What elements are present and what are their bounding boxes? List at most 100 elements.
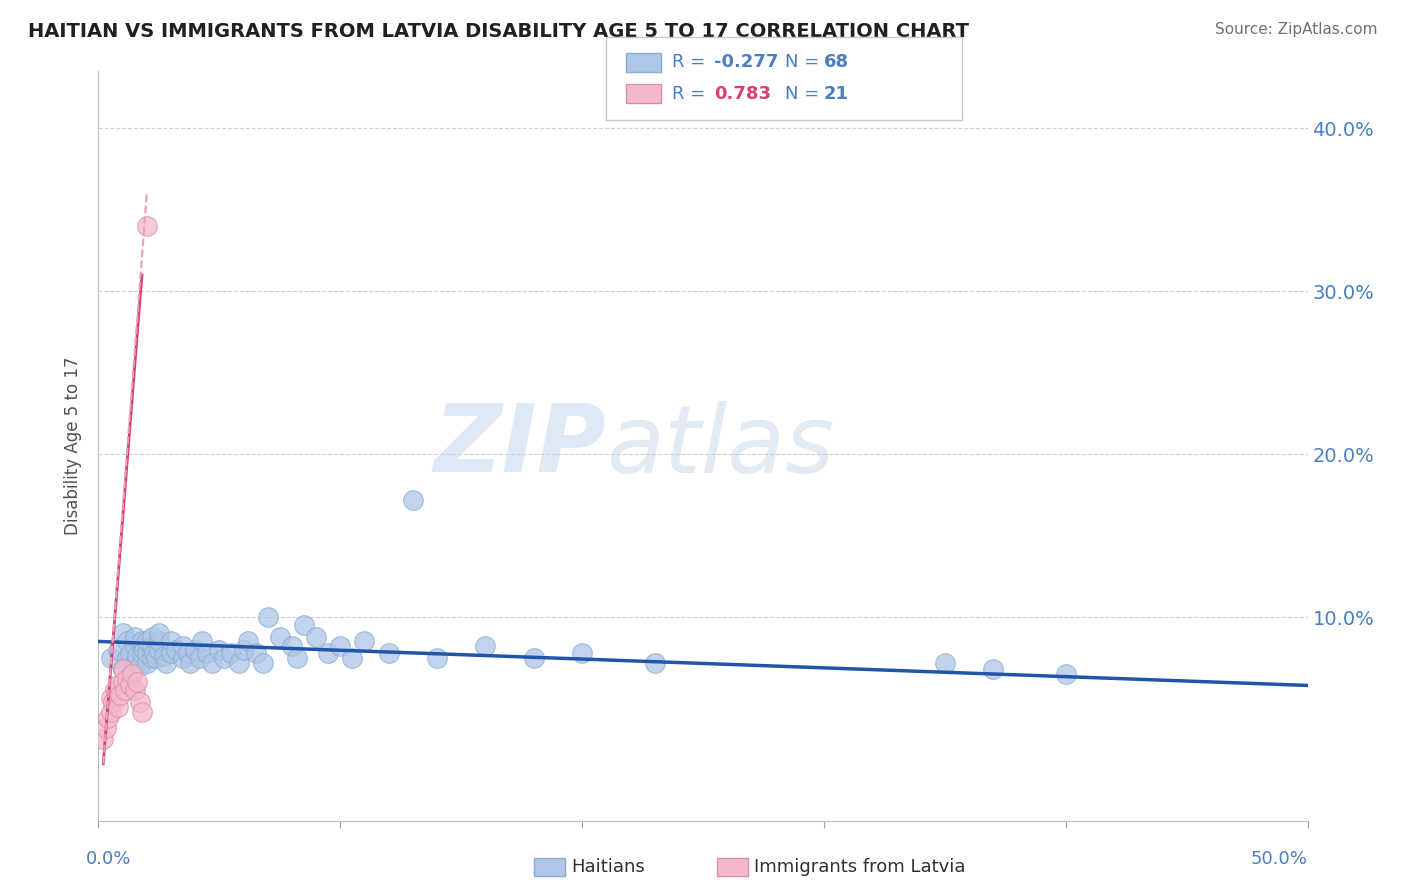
Point	[252, 656, 274, 670]
Point	[571, 646, 593, 660]
Point	[152, 649, 174, 664]
Point	[101, 695, 124, 709]
Point	[135, 634, 157, 648]
Point	[145, 650, 167, 665]
Point	[523, 650, 546, 665]
Point	[195, 646, 218, 660]
Point	[118, 678, 141, 692]
Point	[107, 699, 129, 714]
Point	[100, 705, 122, 719]
Point	[402, 492, 425, 507]
Point	[128, 695, 150, 709]
Point	[342, 650, 364, 665]
Point	[179, 656, 201, 670]
Point	[104, 683, 127, 698]
Point	[316, 646, 339, 660]
Point	[97, 711, 120, 725]
Point	[91, 732, 114, 747]
Point	[934, 656, 956, 670]
Point	[111, 626, 134, 640]
Point	[135, 219, 157, 233]
Point	[426, 650, 449, 665]
Point	[100, 691, 122, 706]
Point	[134, 642, 156, 657]
Point	[107, 678, 129, 692]
Point	[269, 630, 291, 644]
Point	[177, 646, 200, 660]
Point	[208, 642, 231, 657]
Text: Source: ZipAtlas.com: Source: ZipAtlas.com	[1215, 22, 1378, 37]
Point	[124, 656, 146, 670]
Point	[1054, 667, 1077, 681]
Point	[111, 662, 134, 676]
Point	[124, 630, 146, 644]
Point	[644, 656, 666, 670]
Point	[292, 618, 315, 632]
Text: R =: R =	[672, 85, 711, 103]
Text: ZIP: ZIP	[433, 400, 606, 492]
Point	[172, 640, 194, 654]
Point	[160, 634, 183, 648]
Point	[131, 705, 153, 719]
Point	[981, 662, 1004, 676]
Point	[281, 640, 304, 654]
Text: atlas: atlas	[606, 401, 835, 491]
Point	[155, 656, 177, 670]
Point	[141, 640, 163, 654]
Point	[118, 646, 141, 660]
Point	[117, 634, 139, 648]
Point	[305, 630, 328, 644]
Point	[377, 646, 399, 660]
Point	[135, 646, 157, 660]
Point	[285, 650, 308, 665]
Point	[160, 646, 183, 660]
Point	[165, 642, 187, 657]
Text: Haitians: Haitians	[571, 858, 644, 876]
Point	[238, 634, 260, 648]
Point	[256, 610, 278, 624]
Point	[245, 646, 267, 660]
Point	[353, 634, 375, 648]
Point	[188, 650, 211, 665]
Point	[94, 721, 117, 735]
Text: 0.0%: 0.0%	[86, 850, 132, 868]
Point	[121, 667, 143, 681]
Point	[329, 640, 352, 654]
Point	[201, 656, 224, 670]
Point	[117, 650, 139, 665]
Text: 50.0%: 50.0%	[1251, 850, 1308, 868]
Text: HAITIAN VS IMMIGRANTS FROM LATVIA DISABILITY AGE 5 TO 17 CORRELATION CHART: HAITIAN VS IMMIGRANTS FROM LATVIA DISABI…	[28, 22, 969, 41]
Text: Immigrants from Latvia: Immigrants from Latvia	[754, 858, 965, 876]
Point	[117, 672, 139, 686]
Text: R =: R =	[672, 54, 711, 71]
Text: 68: 68	[824, 54, 849, 71]
Point	[191, 634, 214, 648]
Point	[114, 683, 136, 698]
Point	[124, 683, 146, 698]
Point	[172, 650, 194, 665]
Point	[111, 662, 134, 676]
Text: 0.783: 0.783	[714, 85, 772, 103]
Text: N =: N =	[785, 54, 824, 71]
Point	[107, 642, 129, 657]
Point	[184, 642, 207, 657]
Point	[143, 646, 166, 660]
Point	[111, 675, 134, 690]
Point	[131, 646, 153, 660]
Point	[148, 626, 170, 640]
Point	[127, 675, 149, 690]
Point	[128, 659, 150, 673]
Point	[135, 656, 157, 670]
Point	[127, 649, 149, 664]
Point	[100, 650, 122, 665]
Point	[124, 640, 146, 654]
Point	[148, 642, 170, 657]
Text: -0.277: -0.277	[714, 54, 779, 71]
Point	[108, 688, 131, 702]
Text: 21: 21	[824, 85, 849, 103]
Point	[212, 650, 235, 665]
Point	[141, 650, 163, 665]
Y-axis label: Disability Age 5 to 17: Disability Age 5 to 17	[65, 357, 83, 535]
Point	[141, 630, 163, 644]
Point	[221, 646, 243, 660]
